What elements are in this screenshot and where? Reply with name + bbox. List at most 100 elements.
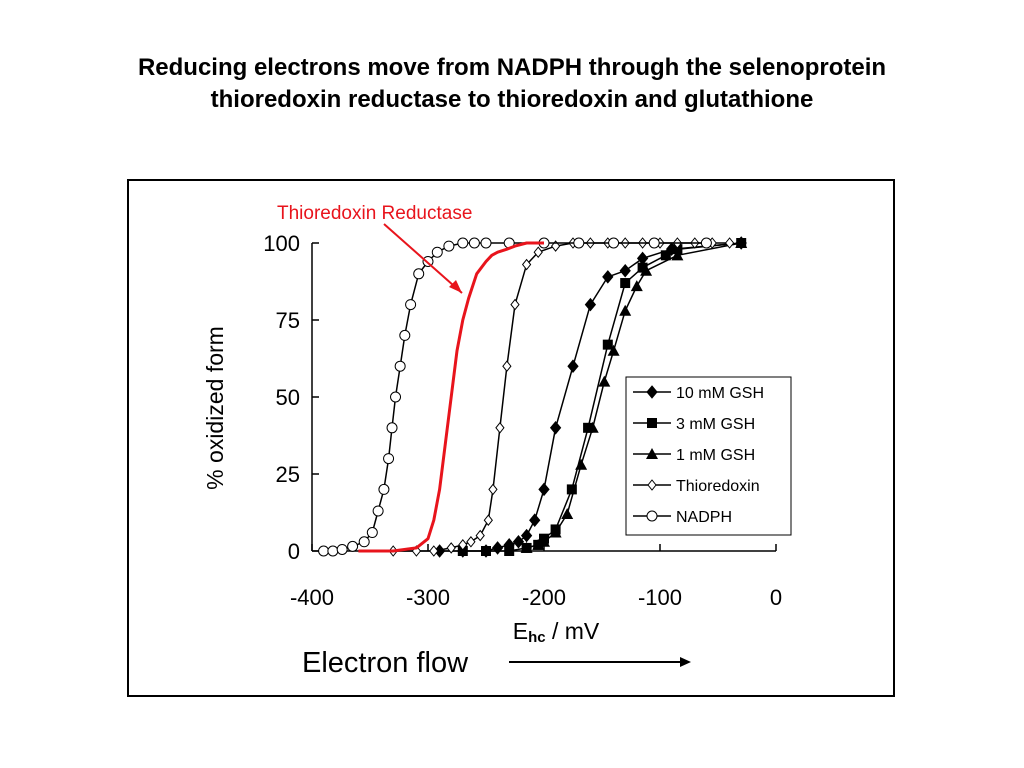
data-point-1-mm-gsh <box>532 538 545 550</box>
data-point-1-mm-gsh <box>586 421 599 433</box>
callout-arrow-line <box>383 223 463 294</box>
data-point-thioredoxin <box>458 539 468 551</box>
data-point-10-mm-gsh <box>567 359 579 373</box>
data-point-3-mm-gsh <box>481 546 491 556</box>
data-point-nadph <box>608 237 620 249</box>
data-point-thioredoxin <box>466 535 476 548</box>
data-point-nadph <box>480 237 492 249</box>
data-point-nadph <box>318 545 330 557</box>
data-point-1-mm-gsh <box>671 249 684 261</box>
data-point-1-mm-gsh <box>598 375 611 387</box>
legend-label: 10 mM GSH <box>676 385 764 402</box>
data-point-10-mm-gsh <box>602 270 614 284</box>
electron-flow-arrowhead <box>680 657 691 667</box>
legend-label: 3 mM GSH <box>676 416 755 433</box>
legend-entry-nadph: NADPH <box>633 509 732 526</box>
legend-entries: 10 mM GSH 3 mM GSH 1 mM GSH Thioredoxin NADP… <box>633 385 764 526</box>
data-point-1-mm-gsh <box>520 541 533 553</box>
data-point-thioredoxin <box>446 542 456 554</box>
data-point-thioredoxin <box>483 514 493 527</box>
data-point-3-mm-gsh <box>566 484 577 495</box>
data-point-thioredoxin <box>475 529 485 542</box>
data-point-1-mm-gsh <box>630 280 643 292</box>
data-point-nadph <box>431 246 443 258</box>
data-point-10-mm-gsh <box>512 534 525 549</box>
data-point-3-mm-gsh <box>660 250 671 261</box>
data-point-3-mm-gsh <box>672 244 683 255</box>
x-tick-label: 0 <box>770 585 782 610</box>
data-point-nadph <box>390 391 402 403</box>
data-point-thioredoxin <box>495 421 505 434</box>
data-point-nadph <box>399 329 411 341</box>
data-point-nadph <box>468 237 480 249</box>
data-point-nadph <box>347 540 359 552</box>
legend-entry-1-mm-gsh: 1 mM GSH <box>633 447 755 464</box>
data-point-1-mm-gsh <box>640 264 653 276</box>
x-tick-label: -100 <box>638 585 682 610</box>
data-point-10-mm-gsh <box>491 541 504 555</box>
x-tick-label: -200 <box>522 585 566 610</box>
data-point-1-mm-gsh <box>619 304 632 316</box>
data-point-thioredoxin <box>488 483 498 496</box>
y-tick-label: 100 <box>263 231 300 256</box>
data-point-10-mm-gsh <box>636 251 649 266</box>
series-nadph <box>318 237 712 557</box>
x-tick-label: -400 <box>290 585 334 610</box>
series-line-thioredoxin-reductase <box>358 241 544 553</box>
data-point-3-mm-gsh <box>620 278 631 289</box>
electron-flow-label: Electron flow <box>302 647 469 679</box>
legend-marker <box>647 479 657 491</box>
y-ticks: 0 25 50 75 100 <box>263 231 319 564</box>
legend-entry-thioredoxin: Thioredoxin <box>633 478 760 495</box>
series-1-mm-gsh <box>520 237 748 553</box>
legend-marker <box>646 448 658 459</box>
data-point-thioredoxin <box>510 298 520 311</box>
data-point-3-mm-gsh <box>583 422 594 433</box>
slide-title-line-2: thioredoxin reductase to thioredoxin and… <box>210 86 814 113</box>
data-point-1-mm-gsh <box>575 458 588 470</box>
series-thioredoxin-reductase <box>358 241 544 553</box>
x-axis-label-main: E <box>513 618 528 644</box>
y-tick-label: 25 <box>276 462 300 487</box>
y-axis-label: % oxidized form <box>202 326 228 490</box>
data-point-nadph <box>413 268 425 280</box>
series-layer <box>318 236 748 558</box>
data-point-nadph <box>383 453 395 465</box>
data-point-nadph <box>573 237 585 249</box>
legend-label: 1 mM GSH <box>676 447 755 464</box>
data-point-3-mm-gsh <box>504 546 515 556</box>
x-ticks: -400 -300 -200 -100 0 <box>290 544 782 610</box>
data-point-nadph <box>327 545 339 557</box>
legend-marker <box>646 385 658 399</box>
y-tick-label: 75 <box>276 308 300 333</box>
data-point-nadph <box>336 543 348 555</box>
data-point-nadph <box>405 299 417 311</box>
legend-marker <box>646 510 658 522</box>
legend: 10 mM GSH 3 mM GSH 1 mM GSH Thioredoxin NADP… <box>625 376 792 536</box>
data-point-thioredoxin <box>521 258 532 271</box>
x-axis-label-unit: / mV <box>546 618 600 644</box>
data-point-10-mm-gsh <box>549 421 562 435</box>
series-10-mm-gsh <box>433 236 747 558</box>
y-tick-label: 0 <box>288 539 300 564</box>
data-point-1-mm-gsh <box>538 535 550 547</box>
data-point-nadph <box>386 422 398 434</box>
data-point-thioredoxin <box>429 545 439 557</box>
data-point-3-mm-gsh <box>602 339 613 350</box>
data-point-nadph <box>378 483 390 495</box>
x-tick-label: -300 <box>406 585 450 610</box>
data-point-3-mm-gsh <box>637 262 648 273</box>
data-point-10-mm-gsh <box>520 528 533 543</box>
data-point-10-mm-gsh <box>584 297 597 312</box>
data-point-nadph <box>366 527 378 539</box>
data-point-nadph <box>443 240 455 252</box>
data-point-nadph <box>648 237 660 249</box>
data-point-1-mm-gsh <box>735 237 748 248</box>
data-point-thioredoxin <box>502 360 512 373</box>
data-point-nadph <box>700 237 712 249</box>
data-point-10-mm-gsh <box>538 482 550 497</box>
data-point-10-mm-gsh <box>619 263 631 278</box>
legend-label: Thioredoxin <box>676 478 760 495</box>
legend-entry-3-mm-gsh: 3 mM GSH <box>633 416 755 433</box>
titration-chart: 0 25 50 75 100 -400 -300 -200 -100 0 % oxidized … <box>202 203 792 679</box>
